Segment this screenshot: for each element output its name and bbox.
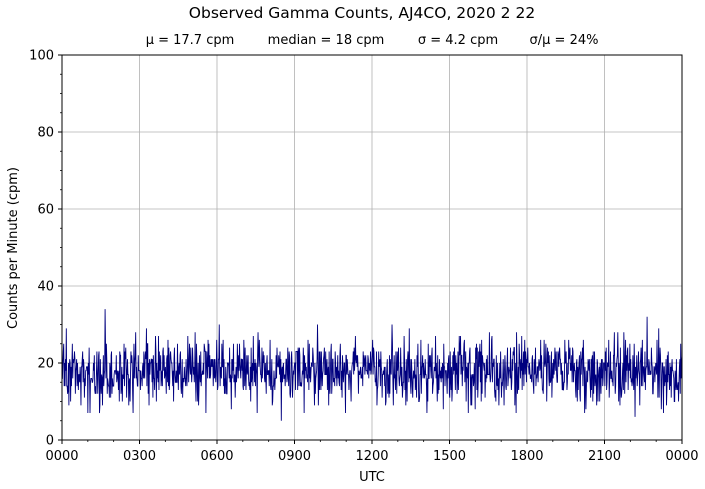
y-axis-ticks: 0 20 40 60 80 100 bbox=[29, 49, 62, 449]
x-tick-label: 1200 bbox=[355, 449, 388, 464]
y-tick-label: 20 bbox=[37, 357, 54, 372]
stat-mean: μ = 17.7 cpm bbox=[146, 33, 235, 48]
x-tick-label: 0300 bbox=[123, 449, 156, 464]
x-tick-label: 2100 bbox=[588, 449, 621, 464]
x-tick-label: 0000 bbox=[665, 449, 698, 464]
x-axis-ticks: 0000 0300 0600 0900 1200 1500 1800 2100 0000 bbox=[45, 440, 699, 464]
y-tick-label: 40 bbox=[37, 280, 54, 295]
series-line bbox=[61, 309, 683, 421]
chart-title: Observed Gamma Counts, AJ4CO, 2020 2 22 bbox=[189, 4, 535, 22]
x-tick-label: 0600 bbox=[200, 449, 233, 464]
y-tick-label: 0 bbox=[46, 434, 54, 449]
y-tick-label: 60 bbox=[37, 203, 54, 218]
x-tick-label: 1500 bbox=[433, 449, 466, 464]
stat-median: median = 18 cpm bbox=[268, 33, 385, 48]
counts-series bbox=[61, 309, 683, 421]
x-tick-label: 1800 bbox=[510, 449, 543, 464]
stat-sigma: σ = 4.2 cpm bbox=[418, 33, 498, 48]
y-axis-label: Counts per Minute (cpm) bbox=[6, 167, 21, 329]
x-tick-label: 0900 bbox=[278, 449, 311, 464]
chart-subtitle: μ = 17.7 cpm median = 18 cpm σ = 4.2 cpm… bbox=[146, 33, 599, 48]
x-axis-label: UTC bbox=[359, 470, 385, 485]
y-tick-label: 80 bbox=[37, 126, 54, 141]
stat-ratio: σ/μ = 24% bbox=[530, 33, 599, 48]
gridlines bbox=[62, 55, 682, 440]
x-tick-label: 0000 bbox=[45, 449, 78, 464]
y-tick-label: 100 bbox=[29, 49, 54, 64]
